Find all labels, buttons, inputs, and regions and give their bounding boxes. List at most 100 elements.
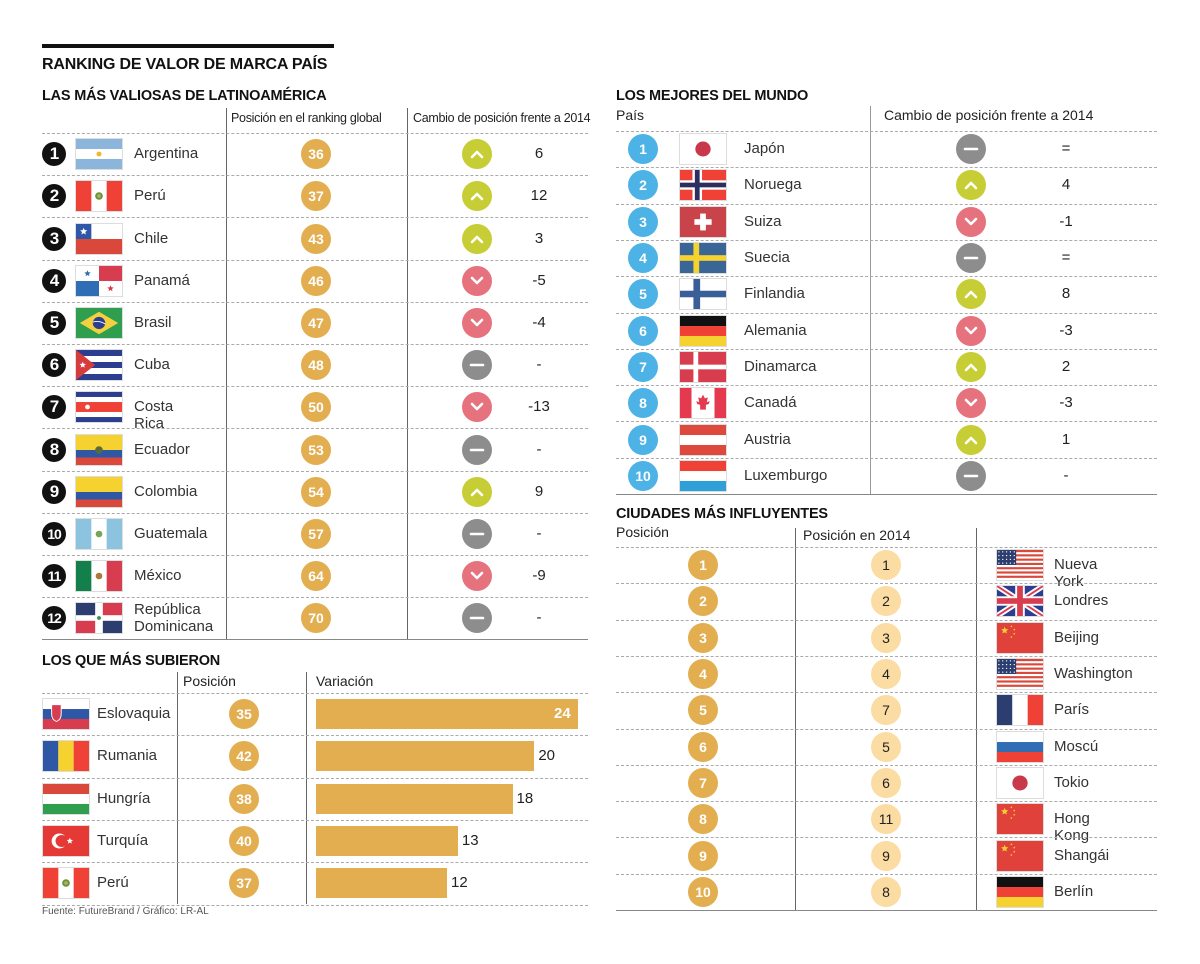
flag-china-icon (996, 803, 1044, 836)
country-name: Suiza (744, 212, 782, 230)
row-divider (42, 639, 588, 641)
country-name: Suecia (744, 249, 790, 267)
row-divider (42, 777, 588, 779)
rank-badge: 6 (42, 353, 66, 378)
row-divider (616, 348, 1157, 350)
global-position-badge: 57 (301, 518, 331, 549)
latam-divider-1 (226, 108, 227, 640)
risers-col-position: Posición (183, 673, 236, 689)
rank-badge: 1 (42, 142, 66, 167)
position-change: -3 (1059, 394, 1073, 412)
row-divider (42, 862, 588, 864)
cities-divider-2 (976, 528, 977, 910)
country-name: Alemania (744, 321, 807, 339)
city-name: Hong Kong (1054, 810, 1090, 845)
source-note: Fuente: FutureBrand / Gráfico: LR-AL (42, 906, 209, 917)
row-divider (616, 239, 1157, 241)
no-change-icon (462, 434, 492, 465)
flag-luxemburgo-icon (679, 459, 727, 492)
flag-uk-icon (996, 585, 1044, 618)
position-change: 12 (530, 187, 548, 205)
flag-dinamarca-icon (679, 350, 727, 383)
global-position-badge: 37 (301, 181, 331, 212)
flag-austria-icon (679, 423, 727, 456)
position-badge: 40 (229, 826, 259, 857)
position-change: 9 (534, 482, 544, 500)
position-change: 8 (1061, 285, 1071, 303)
flag-argentina-icon (75, 138, 123, 171)
rank-badge: 5 (628, 279, 658, 310)
row-divider (42, 904, 588, 906)
arrow-down-icon (462, 561, 492, 592)
global-position-badge: 70 (301, 603, 331, 634)
no-change-icon (956, 134, 986, 165)
no-change-icon (462, 518, 492, 549)
position-change: -1 (1059, 212, 1073, 230)
variation-label: 12 (451, 874, 468, 892)
flag-suecia-icon (679, 242, 727, 275)
position-badge: 6 (688, 731, 718, 762)
global-position-badge: 43 (301, 223, 331, 254)
position-change: 6 (534, 145, 544, 163)
rank-badge: 9 (628, 424, 658, 455)
flag-colombia-icon (75, 475, 123, 508)
city-name: Moscú (1054, 737, 1099, 755)
row-divider (42, 819, 588, 821)
row-divider (616, 837, 1157, 839)
position-change: - (1063, 466, 1069, 484)
position-change: 3 (534, 229, 544, 247)
city-name: Berlín (1054, 882, 1094, 900)
country-name: Luxemburgo (744, 466, 828, 484)
flag-guatemala-icon (75, 517, 123, 550)
global-position-badge: 50 (301, 392, 331, 423)
variation-label: 20 (538, 747, 556, 765)
row-divider (616, 421, 1157, 423)
row-divider (42, 693, 588, 694)
position-change: - (536, 609, 542, 627)
arrow-up-icon (956, 279, 986, 310)
position-change: -4 (532, 313, 546, 331)
country-name-line1: República (134, 601, 201, 619)
no-change-icon (956, 460, 986, 491)
country-name: Hungría (97, 789, 151, 807)
position-change: 2 (1061, 357, 1071, 375)
flag-dominicana-icon (75, 602, 123, 635)
country-name: Eslovaquia (97, 705, 171, 723)
flag-noruega-icon (679, 169, 727, 202)
arrow-down-icon (956, 206, 986, 237)
row-divider (616, 494, 1157, 495)
flag-turquia-icon (42, 825, 90, 858)
row-divider (42, 175, 588, 177)
country-name: Japón (744, 140, 785, 158)
country-name: Argentina (134, 145, 199, 163)
world-divider (870, 106, 871, 494)
city-name: Washington (1054, 665, 1133, 683)
variation-label: 13 (461, 832, 479, 850)
row-divider (616, 764, 1157, 766)
risers-divider-2 (306, 672, 307, 904)
global-position-badge: 64 (301, 561, 331, 592)
country-name: Austria (744, 430, 791, 448)
no-change-icon (462, 603, 492, 634)
position-badge: 3 (688, 622, 718, 653)
rank-badge: 11 (42, 564, 66, 589)
row-divider (616, 583, 1157, 585)
position-change: - (536, 356, 542, 374)
risers-title: LOS QUE MÁS SUBIERON (42, 653, 221, 669)
variation-bar (316, 741, 535, 772)
flag-suiza-icon (679, 205, 727, 238)
row-divider (42, 735, 588, 737)
row-divider (42, 428, 588, 430)
country-name: Turquía (97, 832, 149, 850)
position-badge: 8 (688, 804, 718, 835)
arrow-up-icon (462, 139, 492, 170)
row-divider (42, 217, 588, 219)
country-name: Perú (97, 874, 129, 892)
country-name: Colombia (134, 482, 198, 500)
position-badge: 7 (688, 767, 718, 798)
position-change: = (1061, 249, 1071, 267)
position-badge: 4 (688, 659, 718, 690)
country-name: Panamá (134, 271, 190, 289)
arrow-up-icon (462, 476, 492, 507)
flag-eslovaquia-icon (42, 698, 90, 731)
